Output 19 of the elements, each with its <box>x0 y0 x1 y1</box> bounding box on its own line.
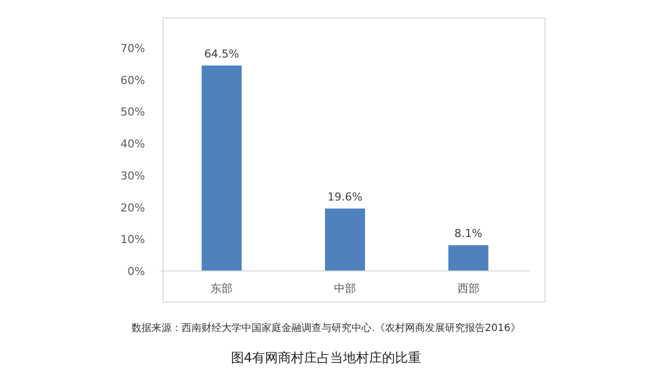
x-tick-label: 西部 <box>457 282 480 295</box>
y-tick-label: 60% <box>120 74 145 87</box>
y-tick-label: 30% <box>120 169 145 182</box>
bar <box>202 66 242 271</box>
y-tick-label: 40% <box>120 138 145 151</box>
y-tick-label: 0% <box>128 265 145 278</box>
data-label: 8.1% <box>454 227 482 240</box>
data-label: 19.6% <box>328 190 362 204</box>
x-tick-label: 东部 <box>210 282 233 295</box>
y-tick-label: 20% <box>120 201 145 214</box>
source-note: 数据来源：西南财经大学中国家庭金融调查与研究中心.《农村网商发展研究报告2016》 <box>132 322 520 334</box>
bar <box>325 208 365 271</box>
y-tick-label: 50% <box>120 106 145 119</box>
y-tick-label: 70% <box>120 42 145 55</box>
text: 图4有网商村庄占当地村庄的比重 <box>230 351 422 366</box>
x-tick-label: 中部 <box>334 282 356 295</box>
bar <box>448 245 488 271</box>
data-label: 64.5% <box>204 48 240 61</box>
y-tick-label: 10% <box>120 233 145 246</box>
